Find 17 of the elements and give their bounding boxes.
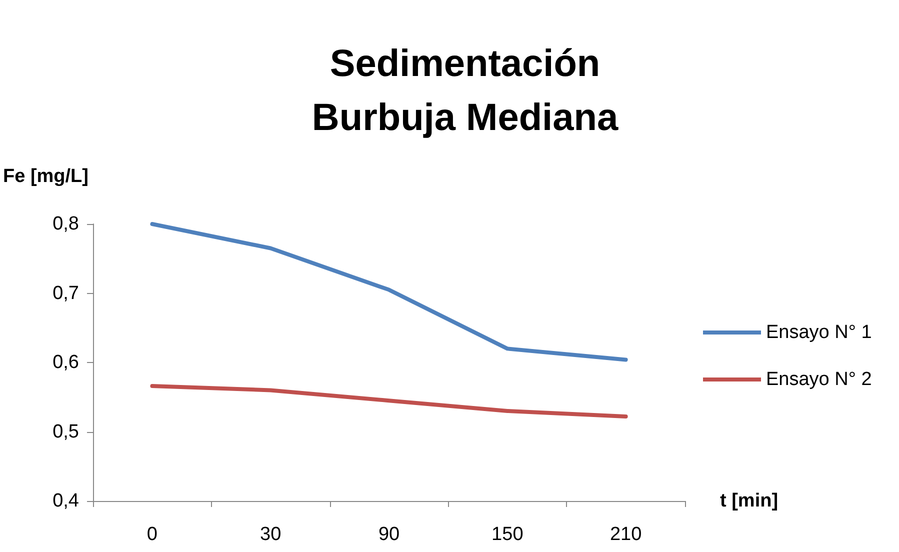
y-tick-label: 0,7 (52, 282, 79, 304)
x-tick-label: 90 (378, 524, 400, 545)
line-series (150, 222, 628, 362)
legend-label: Ensayo N° 2 (766, 369, 872, 390)
x-tick-label: 150 (492, 524, 524, 545)
y-tick-label: 0,5 (52, 421, 79, 442)
legend-label: Ensayo N° 1 (766, 322, 872, 343)
x-tick-label: 30 (260, 524, 282, 545)
x-axis-title: t [min] (720, 490, 778, 512)
y-tick-label: 0,8 (52, 214, 79, 234)
line-series (150, 384, 628, 419)
y-tick-label: 0,4 (52, 490, 80, 512)
x-tick-label: 0 (146, 524, 158, 545)
chart-title: Sedimentación Burbuja Mediana (312, 43, 619, 139)
x-tick-label: 210 (610, 524, 642, 545)
y-tick-label: 0,6 (52, 352, 79, 373)
y-axis-title: Fe [mg/L] (3, 166, 88, 187)
